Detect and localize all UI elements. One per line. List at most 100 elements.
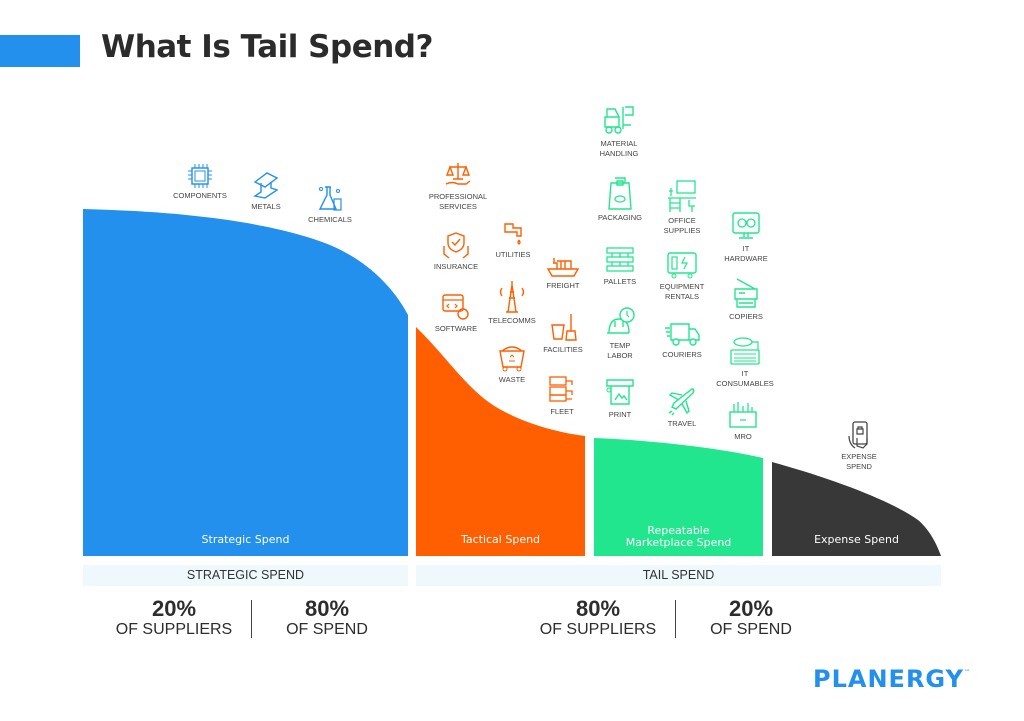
- temp-label-1: TEMP: [609, 341, 631, 350]
- it-consumables-label-2: CONSUMABLES: [716, 379, 774, 388]
- waste-label: WASTE: [498, 375, 526, 384]
- strategic-spend-label: OF SPEND: [286, 621, 368, 638]
- tail-spend-label: OF SPEND: [710, 621, 792, 638]
- waste-item: WASTE: [490, 341, 534, 385]
- tactical-spend-area: [416, 327, 585, 556]
- strategic-stat-divider: [251, 600, 252, 638]
- freight-item: FREIGHT: [540, 253, 586, 291]
- strategic-spend-stat: 80% OF SPEND: [266, 597, 388, 639]
- material-label-1: MATERIAL: [600, 139, 638, 148]
- trucks-fleet-icon: [549, 376, 573, 402]
- equipment-rentals-item: EQUIPMENT RENTALS: [652, 248, 712, 302]
- logo-trademark: ™: [963, 669, 971, 676]
- material-handling-item: MATERIAL HANDLING: [588, 103, 650, 159]
- airplane-icon: [668, 388, 695, 416]
- logo-text: PLANERGY: [813, 665, 964, 693]
- couriers-label: COURIERS: [662, 350, 702, 359]
- freight-label: FREIGHT: [546, 281, 580, 290]
- software-window-gear-icon: [442, 294, 469, 320]
- tactical-spend-label: Tactical Spend: [460, 533, 541, 546]
- insurance-item: INSURANCE: [428, 230, 484, 272]
- tail-spend-stat: 20% OF SPEND: [690, 597, 812, 639]
- packaging-label: PACKAGING: [597, 213, 643, 222]
- software-label: SOFTWARE: [434, 324, 478, 333]
- print-roll-icon: [606, 379, 634, 405]
- copiers-item: COPIERS: [722, 276, 770, 322]
- shield-hands-icon: [443, 232, 469, 259]
- strategic-suppliers-pct: 20%: [151, 596, 197, 621]
- cargo-ship-icon: [546, 258, 580, 277]
- couriers-item: COURIERS: [655, 320, 709, 360]
- strategic-spend-band: STRATEGIC SPEND: [83, 565, 408, 586]
- expense-spend-area: [772, 462, 941, 556]
- facilities-item: FACILITIES: [538, 311, 588, 355]
- components-item: COMPONENTS: [165, 163, 235, 201]
- utilities-item: UTILITIES: [488, 218, 538, 260]
- professional-label-2: SERVICES: [439, 202, 477, 211]
- chip-icon: [188, 164, 212, 188]
- office-supplies-item: OFFICE SUPPLIES: [656, 178, 708, 236]
- it-hardware-label-1: IT: [742, 244, 750, 253]
- software-item: SOFTWARE: [428, 292, 484, 334]
- expense-label-1: EXPENSE: [841, 452, 877, 461]
- office-desk-icon: [668, 180, 696, 212]
- mro-label: MRO: [734, 432, 752, 441]
- cell-tower-icon: [499, 281, 525, 313]
- title-accent-bar: [0, 35, 80, 67]
- telecomms-label: TELECOMMS: [488, 316, 536, 325]
- material-label-2: HANDLING: [599, 149, 639, 158]
- strategic-spend-area: [83, 209, 408, 556]
- strategic-suppliers-stat: 20% OF SUPPLIERS: [110, 597, 238, 639]
- equipment-label-1: EQUIPMENT: [659, 282, 705, 291]
- travel-item: TRAVEL: [660, 385, 704, 429]
- tail-spend-pct: 20%: [728, 596, 774, 621]
- strategic-suppliers-label: OF SUPPLIERS: [115, 621, 233, 638]
- pallets-label: PALLETS: [603, 277, 637, 286]
- temp-label-2: LABOR: [607, 351, 633, 360]
- tail-stat-divider: [675, 600, 676, 638]
- it-consumables-label-1: IT: [741, 369, 749, 378]
- temp-labor-item: TEMP LABOR: [594, 305, 646, 361]
- print-item: PRINT: [596, 376, 644, 420]
- bucket-broom-icon: [551, 314, 577, 341]
- strategic-spend-label: Strategic Spend: [201, 533, 290, 546]
- expense-spend-item: EXPENSE SPEND: [834, 420, 884, 472]
- fleet-item: FLEET: [542, 373, 582, 417]
- tail-suppliers-pct: 80%: [575, 596, 621, 621]
- steel-beam-icon: [253, 172, 279, 199]
- it-hardware-label-2: HARDWARE: [724, 254, 768, 263]
- chemicals-label: CHEMICALS: [308, 215, 352, 224]
- hardhat-clock-icon: [607, 307, 635, 334]
- fleet-label: FLEET: [550, 407, 574, 416]
- forklift-icon: [604, 106, 634, 134]
- tail-spend-band: TAIL SPEND: [416, 565, 941, 586]
- flask-icon: [318, 186, 342, 211]
- monitor-gears-icon: [732, 212, 760, 239]
- tail-suppliers-label: OF SUPPLIERS: [539, 621, 657, 638]
- expense-label-2: SPEND: [846, 462, 872, 471]
- page-title: What Is Tail Spend?: [101, 29, 433, 65]
- office-label-1: OFFICE: [668, 216, 696, 225]
- recycling-bin-icon: [499, 346, 525, 372]
- professional-services-item: PROFESSIONAL SERVICES: [422, 160, 494, 212]
- components-label: COMPONENTS: [173, 191, 227, 200]
- copiers-label: COPIERS: [729, 312, 763, 321]
- toolbox-icon: [729, 402, 757, 428]
- scales-hand-icon: [445, 163, 471, 185]
- mro-item: MRO: [722, 398, 764, 442]
- print-label: PRINT: [608, 410, 632, 419]
- packaging-item: PACKAGING: [592, 175, 648, 223]
- strategic-spend-pct: 80%: [304, 596, 350, 621]
- marketplace-spend-area: [594, 438, 763, 556]
- marketplace-label-line1: Repeatable: [647, 524, 710, 537]
- pallet-stack-icon: [606, 247, 634, 272]
- marketplace-label-line2: Marketplace Spend: [625, 536, 732, 549]
- pallets-item: PALLETS: [594, 245, 646, 287]
- it-consumables-item: IT CONSUMABLES: [710, 335, 780, 389]
- delivery-truck-icon: [665, 323, 700, 346]
- planergy-logo: PLANERGY™: [813, 665, 971, 693]
- coffee-bag-icon: [608, 177, 632, 210]
- marketplace-spend-label: Repeatable Marketplace Spend: [594, 525, 763, 549]
- tail-suppliers-stat: 80% OF SUPPLIERS: [532, 597, 664, 639]
